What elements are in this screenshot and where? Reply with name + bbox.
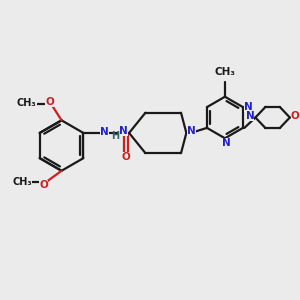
Text: CH₃: CH₃ [17, 98, 37, 108]
Text: O: O [45, 97, 54, 106]
Text: CH₃: CH₃ [13, 177, 32, 187]
Text: N: N [119, 127, 128, 136]
Text: N: N [244, 101, 253, 112]
Text: N: N [222, 138, 230, 148]
Text: N: N [187, 127, 196, 136]
Text: N: N [100, 127, 109, 137]
Text: O: O [39, 180, 48, 190]
Text: N: N [246, 111, 254, 121]
Text: CH₃: CH₃ [214, 68, 236, 77]
Text: H: H [111, 131, 119, 142]
Text: O: O [291, 111, 299, 121]
Text: O: O [122, 152, 130, 162]
